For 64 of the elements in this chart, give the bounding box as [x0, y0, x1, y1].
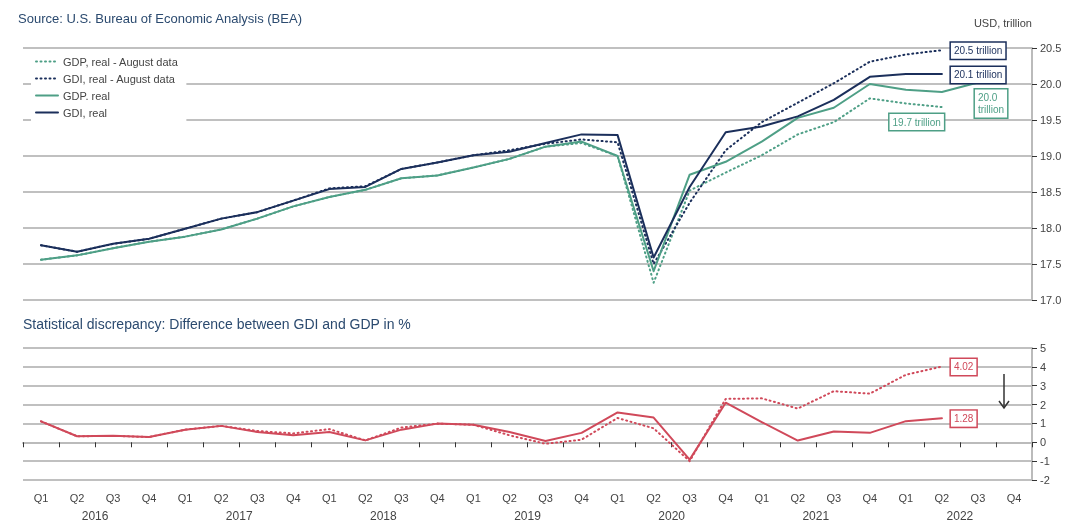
data-label: 20.0 trillion	[977, 92, 1005, 116]
data-label: 19.7 trillion	[892, 116, 941, 128]
x-tick-label: Q3	[682, 491, 697, 504]
text: 2016	[81, 509, 109, 523]
data-label: 20.5 trillion	[953, 45, 1003, 57]
x-tick-label: Q2	[646, 491, 661, 504]
x-tick-label: Q1	[610, 491, 625, 504]
y-tick-label: 2	[1040, 398, 1047, 411]
legend-label: GDP. real	[63, 89, 110, 102]
source-note: Source: U.S. Bureau of Economic Analysis (BEA)	[18, 11, 302, 26]
text: 2021	[802, 509, 830, 523]
x-tick-label: Q4	[430, 491, 445, 504]
x-tick-label: Q2	[213, 491, 229, 504]
x-tick-label: Q3	[105, 491, 121, 504]
y-tick-label: 1	[1040, 417, 1047, 430]
y-tick-label: 0	[1040, 436, 1047, 449]
x-tick-label: Q3	[394, 491, 409, 504]
x-tick-label: Q4	[141, 491, 157, 504]
x-tick-label: Q3	[249, 491, 265, 504]
y-tick-label: 17.5	[1040, 258, 1062, 270]
y-tick-label: 3	[1040, 379, 1047, 392]
text: 2017	[225, 509, 253, 523]
y-tick-label: 18.0	[1040, 222, 1062, 234]
x-tick-label: Q2	[790, 491, 806, 504]
x-tick-label: Q4	[1006, 491, 1022, 504]
text: 2022	[946, 509, 974, 523]
x-tick-label: Q1	[754, 491, 770, 504]
y-tick-label: 19.0	[1040, 150, 1062, 162]
x-tick-label: Q4	[718, 491, 734, 504]
y-axis-title: USD, trillion	[973, 16, 1032, 29]
y-tick-label: 19.5	[1040, 114, 1062, 126]
x-tick-label: Q1	[466, 491, 481, 504]
y-tick-label: 20.0	[1040, 78, 1062, 90]
x-tick-label: Q4	[285, 491, 301, 504]
x-tick-label: Q2	[358, 491, 373, 504]
x-tick-label: Q1	[33, 491, 49, 504]
y-tick-label: 20.5	[1040, 42, 1062, 54]
y-tick-label: 4	[1040, 360, 1047, 373]
text: 2019	[514, 509, 542, 523]
y-tick-label: 17.0	[1040, 294, 1062, 306]
legend-label: GDI, real	[63, 106, 108, 119]
text: 2020	[658, 509, 686, 523]
x-tick-label: Q3	[826, 491, 842, 504]
x-tick-label: Q3	[538, 491, 553, 504]
y-tick-label: -2	[1040, 474, 1050, 486]
legend-label: GDI, real - August data	[63, 72, 176, 85]
data-label: 4.02	[953, 361, 974, 373]
x-tick-label: Q4	[574, 491, 589, 504]
y-tick-label: 5	[1040, 342, 1047, 354]
legend-label: GDP, real - August data	[63, 55, 179, 68]
y-tick-label: 18.5	[1040, 186, 1062, 198]
x-tick-label: Q4	[862, 491, 878, 504]
data-label: 1.28	[953, 413, 974, 425]
data-label: 20.1 trillion	[953, 69, 1003, 81]
x-tick-label: Q2	[502, 491, 517, 504]
x-tick-label: Q2	[69, 491, 85, 504]
x-tick-label: Q3	[970, 491, 986, 504]
x-tick-label: Q1	[321, 491, 337, 504]
x-tick-label: Q1	[177, 491, 193, 504]
x-tick-label: Q2	[934, 491, 950, 504]
text: 2018	[370, 509, 398, 523]
chart-title: Statistical discrepancy: Difference between GDI and GDP in %	[23, 316, 411, 332]
x-tick-label: Q1	[898, 491, 914, 504]
y-tick-label: -1	[1040, 455, 1050, 468]
